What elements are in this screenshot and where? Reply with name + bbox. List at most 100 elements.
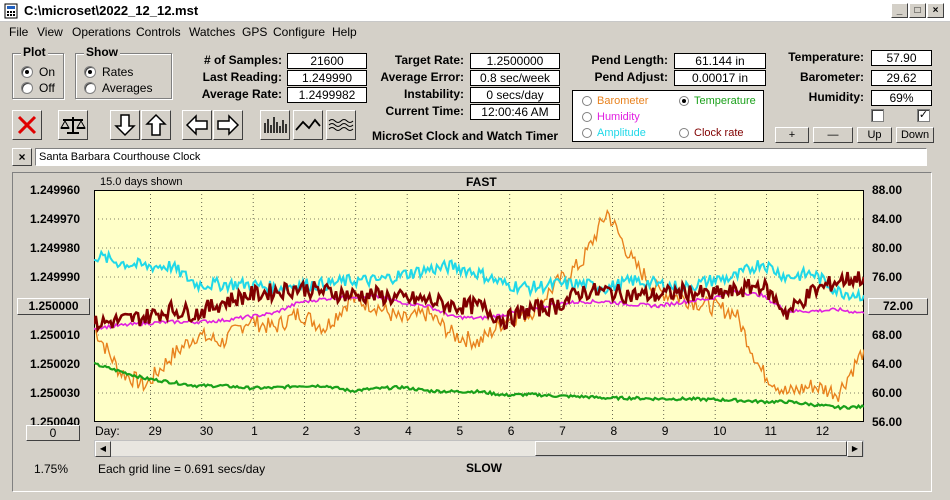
app-subtitle: MicroSet Clock and Watch Timer xyxy=(372,129,559,143)
title-bar: C:\microset\2022_12_12.mst _ □ × xyxy=(0,0,950,22)
x-tick-label: 10 xyxy=(713,424,727,438)
series-humidity-option[interactable]: Humidity xyxy=(582,111,640,123)
y-left-tick-label: 1.250030 xyxy=(30,386,81,400)
menu-view[interactable]: View xyxy=(37,25,63,39)
wave-graph-button[interactable] xyxy=(326,110,356,140)
humidity-label: Humidity: xyxy=(808,90,864,104)
series-selector: Barometer Temperature Humidity Amplitude… xyxy=(572,90,764,142)
plot-area xyxy=(94,190,864,422)
instability-label: Instability: xyxy=(403,87,464,101)
histogram-button[interactable] xyxy=(260,110,290,140)
x-tick-label: 12 xyxy=(815,424,830,438)
x-tick-label: 2 xyxy=(302,424,310,438)
menu-watches[interactable]: Watches xyxy=(189,25,236,39)
instability-value: 0 secs/day xyxy=(470,87,560,103)
last-reading-value: 1.249990 xyxy=(287,70,367,86)
x-tick-label: 8 xyxy=(610,424,618,438)
zoom-out-button[interactable]: — xyxy=(813,127,853,143)
show-group: Show Rates Averages xyxy=(75,45,172,99)
menu-gps[interactable]: GPS xyxy=(242,25,268,39)
fast-label: FAST xyxy=(466,175,497,189)
temperature-line xyxy=(94,361,864,411)
barometer-value: 29.62 xyxy=(871,70,932,86)
y-left-tick-label: 1.250010 xyxy=(30,328,81,342)
maximize-button[interactable]: □ xyxy=(909,3,926,18)
day-axis-label: Day: xyxy=(95,424,120,438)
show-rates-radio[interactable]: Rates xyxy=(84,65,133,79)
current-time-label: Current Time: xyxy=(385,104,464,118)
radio-empty-icon xyxy=(21,82,33,94)
red-x-icon xyxy=(17,115,37,135)
temperature-label: Temperature: xyxy=(788,50,864,64)
days-shown-label: 15.0 days shown xyxy=(100,176,183,188)
y-right-tick-label: 84.00 xyxy=(872,212,903,226)
clear-clock-button[interactable]: × xyxy=(12,148,32,166)
clock-name-input[interactable]: Santa Barbara Courthouse Clock xyxy=(35,148,927,166)
radio-empty-icon xyxy=(679,128,689,138)
line-graph-button[interactable] xyxy=(293,110,323,140)
slow-label: SLOW xyxy=(466,461,502,475)
scrollbar-thumb[interactable] xyxy=(535,441,847,456)
y-right-tick-label: 68.00 xyxy=(872,328,903,342)
arrow-up-icon xyxy=(145,113,167,136)
y-left-tick-label: 1.250020 xyxy=(30,357,81,371)
move-up-button[interactable] xyxy=(141,110,171,140)
rate-center-button[interactable]: 1.250000 xyxy=(17,298,90,315)
arrow-down-icon xyxy=(114,114,136,137)
average-error-label: Average Error: xyxy=(380,70,464,84)
plot-group: Plot On Off xyxy=(12,45,64,99)
samples-label: # of Samples: xyxy=(203,53,282,67)
app-icon xyxy=(4,3,18,19)
series-clock-rate-option[interactable]: Clock rate xyxy=(679,127,744,139)
series-lines xyxy=(94,208,864,411)
zoom-in-button[interactable]: + xyxy=(775,127,809,143)
scroll-down-button[interactable]: Down xyxy=(896,127,934,143)
menu-file[interactable]: File xyxy=(9,25,29,39)
temp-center-button[interactable]: 72.00 xyxy=(868,298,928,315)
move-left-button[interactable] xyxy=(182,110,212,140)
show-group-title: Show xyxy=(84,45,120,59)
plot-off-radio[interactable]: Off xyxy=(21,81,55,95)
wave-graph-icon xyxy=(328,119,354,131)
minimize-button[interactable]: _ xyxy=(891,3,908,18)
y-right-tick-label: 88.00 xyxy=(872,183,903,197)
humidity-value: 69% xyxy=(871,90,932,106)
arrow-right-icon xyxy=(217,114,240,136)
plot-on-radio[interactable]: On xyxy=(21,65,55,79)
x-tick-label: 30 xyxy=(199,424,214,438)
move-down-button[interactable] xyxy=(110,110,140,140)
zero-button[interactable]: 0 xyxy=(26,425,80,441)
show-averages-radio[interactable]: Averages xyxy=(84,81,152,95)
x-tick-label: 4 xyxy=(405,424,412,438)
menu-configure[interactable]: Configure xyxy=(273,25,326,39)
average-rate-value: 1.2499982 xyxy=(287,87,367,103)
menu-operations[interactable]: Operations xyxy=(72,25,131,39)
move-right-button[interactable] xyxy=(213,110,243,140)
x-tick-label: 3 xyxy=(353,424,361,438)
series-temperature-option[interactable]: Temperature xyxy=(679,95,756,107)
x-tick-label: 11 xyxy=(764,424,777,438)
scroll-right-arrow[interactable]: ▶ xyxy=(847,441,863,457)
menu-help[interactable]: Help xyxy=(332,25,357,39)
balance-button[interactable] xyxy=(58,110,88,140)
scroll-up-button[interactable]: Up xyxy=(857,127,892,143)
line-graph-icon xyxy=(295,118,321,131)
close-window-button[interactable]: × xyxy=(927,3,944,18)
target-rate-value: 1.2500000 xyxy=(470,53,560,69)
checkbox-1[interactable] xyxy=(871,109,884,122)
x-tick-label: 29 xyxy=(148,424,162,438)
reset-button[interactable] xyxy=(12,110,42,140)
pend-adjust-label: Pend Adjust: xyxy=(594,70,668,84)
menu-controls[interactable]: Controls xyxy=(136,25,181,39)
x-tick-label: 7 xyxy=(559,424,566,438)
plot-group-title: Plot xyxy=(21,45,48,59)
y-right-tick-label: 60.00 xyxy=(872,386,903,400)
series-amplitude-option[interactable]: Amplitude xyxy=(582,127,646,139)
scroll-left-arrow[interactable]: ◀ xyxy=(95,441,111,457)
horizontal-scrollbar[interactable]: ◀ ▶ xyxy=(94,440,864,457)
menu-bar: File View Operations Controls Watches GP… xyxy=(0,22,950,42)
y-right-tick-label: 56.00 xyxy=(872,415,903,429)
checkbox-2[interactable]: ✓ xyxy=(917,109,930,122)
clock-rate-line xyxy=(94,270,864,334)
series-barometer-option[interactable]: Barometer xyxy=(582,95,648,107)
